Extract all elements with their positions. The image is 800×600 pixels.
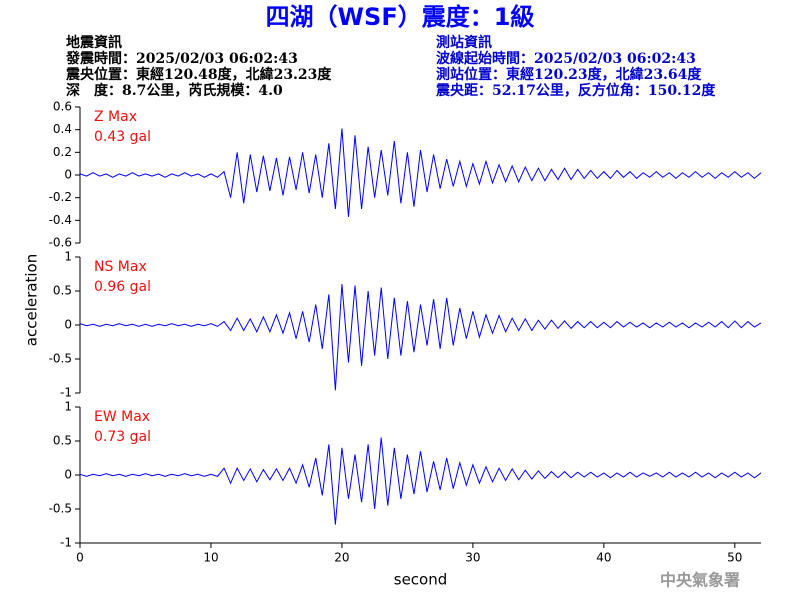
y-tick-label: 0.5 bbox=[53, 284, 72, 298]
annotation: 0.43 gal bbox=[94, 129, 151, 145]
y-tick-label: 1 bbox=[64, 400, 72, 414]
y-tick-label: 0.4 bbox=[53, 122, 72, 136]
waveform bbox=[79, 128, 762, 217]
x-tick-label: 10 bbox=[203, 551, 218, 565]
annotation: 0.96 gal bbox=[94, 279, 151, 295]
info-right: 測站資訊 bbox=[436, 34, 492, 51]
waveform bbox=[79, 437, 762, 525]
x-tick-label: 20 bbox=[334, 551, 349, 565]
annotation: 0.73 gal bbox=[94, 429, 151, 445]
y-tick-label: -1 bbox=[60, 536, 72, 550]
y-tick-label: -0.5 bbox=[49, 502, 72, 516]
x-tick-label: 0 bbox=[76, 551, 84, 565]
annotation: Z Max bbox=[94, 109, 137, 125]
info-right: 波線起始時間：2025/02/03 06:02:43 bbox=[436, 50, 696, 67]
chart-title: 四湖（WSF）震度：1級 bbox=[266, 3, 535, 31]
x-tick-label: 50 bbox=[727, 551, 742, 565]
x-tick-label: 30 bbox=[465, 551, 480, 565]
y-axis-label: acceleration bbox=[23, 254, 41, 346]
info-left: 深 度：8.7公里，芮氏規模：4.0 bbox=[66, 82, 283, 99]
info-left: 發震時間：2025/02/03 06:02:43 bbox=[65, 50, 298, 67]
y-tick-label: 0 bbox=[64, 318, 72, 332]
y-tick-label: 0.6 bbox=[53, 100, 72, 114]
y-tick-label: 0.2 bbox=[53, 145, 72, 159]
y-tick-label: 0.5 bbox=[53, 434, 72, 448]
waveform bbox=[79, 284, 762, 391]
y-tick-label: -0.4 bbox=[49, 213, 72, 227]
footer: 中央氣象署 bbox=[660, 571, 740, 590]
info-left: 震央位置：東經120.48度，北緯23.23度 bbox=[65, 66, 332, 83]
info-right: 震央距：52.17公里，反方位角：150.12度 bbox=[435, 82, 716, 99]
annotation: EW Max bbox=[94, 409, 150, 425]
y-tick-label: -1 bbox=[60, 386, 72, 400]
x-tick-label: 40 bbox=[596, 551, 611, 565]
info-left: 地震資訊 bbox=[66, 34, 122, 51]
y-tick-label: -0.2 bbox=[49, 190, 72, 204]
annotation: NS Max bbox=[94, 259, 147, 275]
info-right: 測站位置：東經120.23度，北緯23.64度 bbox=[436, 66, 702, 83]
y-tick-label: 1 bbox=[64, 250, 72, 264]
y-tick-label: 0 bbox=[64, 468, 72, 482]
y-tick-label: -0.5 bbox=[49, 352, 72, 366]
y-tick-label: 0 bbox=[64, 168, 72, 182]
x-axis-label: second bbox=[394, 571, 448, 589]
y-tick-label: -0.6 bbox=[49, 236, 72, 250]
